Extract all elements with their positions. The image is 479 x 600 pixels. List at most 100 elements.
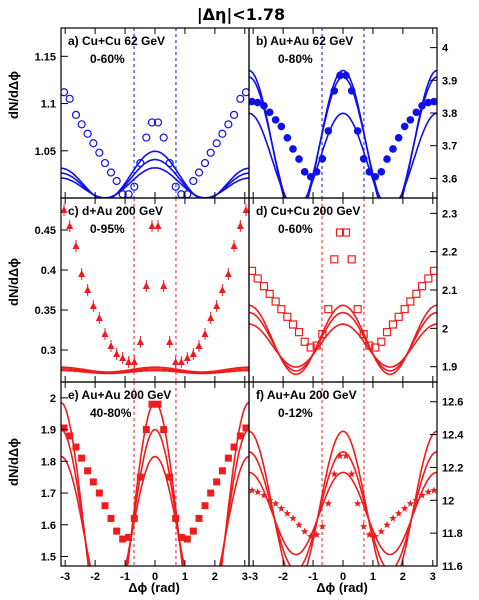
data-point (406, 499, 415, 507)
data-point (283, 509, 292, 517)
data-point (95, 489, 103, 497)
data-point (61, 88, 69, 97)
data-point (417, 282, 427, 291)
panel-plot-area (249, 198, 437, 382)
data-point (288, 320, 298, 329)
data-point (347, 470, 356, 478)
data-point (200, 158, 210, 168)
data-point (312, 530, 321, 538)
data-point (207, 314, 215, 321)
x-axis-label-left: Δϕ (rad) (128, 580, 180, 595)
y-tick-label: 2.2 (442, 247, 457, 259)
data-point (189, 176, 198, 186)
data-point (172, 358, 180, 365)
data-point (253, 98, 262, 107)
data-point (194, 168, 204, 177)
y-tick-label: 1.1 (41, 99, 56, 111)
data-point (242, 424, 249, 432)
centrality-label: 0-12% (278, 406, 313, 420)
data-point (201, 502, 209, 510)
data-point (66, 222, 74, 229)
data-point (89, 139, 98, 148)
data-point (159, 133, 168, 142)
y-tick-label: 1.15 (35, 51, 56, 63)
data-point (224, 270, 232, 277)
data-point (142, 133, 151, 142)
data-point (394, 312, 403, 321)
y-tick-label: 3.9 (442, 75, 457, 87)
y-tick-label: 3.6 (442, 173, 457, 185)
panel-b: 3.6 3.7 3.8 3.9 4 b) Au+Au 62 GeV 0-80% (248, 27, 457, 199)
data-point (365, 530, 374, 538)
data-point (283, 312, 292, 321)
panel-e: -3 -2 -1 0 1 2 3 1.5 1.6 1.7 1.8 1.9 2 e) Au+Au 200 G… (41, 381, 250, 583)
data-point (300, 337, 309, 346)
data-point (306, 343, 315, 352)
data-point (260, 102, 268, 110)
data-point (189, 527, 197, 535)
y-tick-label: 1.6 (41, 520, 56, 532)
data-point (154, 222, 162, 229)
data-point (154, 400, 162, 408)
x-tick-label: 1 (370, 571, 376, 583)
data-point (318, 522, 327, 530)
data-point (165, 158, 174, 168)
data-point (213, 302, 221, 309)
y-tick-label: 2.3 (442, 208, 457, 220)
data-point (224, 120, 233, 129)
data-point (61, 206, 68, 213)
y-tick-label: 0.35 (35, 305, 56, 317)
data-point (312, 168, 321, 176)
y-tick-label: 3.7 (442, 141, 457, 153)
data-point (71, 110, 81, 119)
data-point (389, 514, 397, 522)
data-point (265, 496, 274, 504)
data-point (277, 504, 286, 512)
data-point (89, 302, 97, 309)
x-tick-label: 3 (242, 571, 248, 583)
data-point (65, 94, 74, 103)
data-point (324, 499, 333, 507)
data-point (166, 473, 174, 481)
data-point (119, 354, 127, 361)
data-point (359, 154, 368, 163)
y-tick-label: 12 (442, 495, 454, 507)
fit-curve-2 (61, 368, 249, 374)
data-point (342, 451, 350, 460)
data-point (213, 478, 221, 486)
x-axis-label-right: Δϕ (rad) (316, 580, 368, 595)
panel-plot-area (61, 382, 249, 566)
fit-curve-3 (249, 323, 437, 368)
data-point (277, 122, 286, 131)
data-point (230, 242, 238, 249)
data-point (153, 118, 163, 127)
data-point (324, 305, 333, 314)
y-tick-label: 1.9 (41, 425, 56, 437)
x-tick-label: -2 (90, 571, 100, 583)
data-point (377, 527, 386, 535)
y-tick-label: 12.4 (442, 430, 464, 442)
data-point (394, 509, 403, 517)
x-tick-label: -3 (60, 571, 70, 583)
data-point (353, 127, 362, 135)
fit-curve-3 (249, 112, 437, 198)
data-point (77, 120, 86, 129)
data-point (336, 451, 344, 460)
centrality-label: 0-60% (90, 52, 125, 66)
data-point (177, 358, 185, 365)
data-point (89, 478, 97, 486)
data-point (249, 266, 257, 275)
y-axis-label-top: dN/dΔϕ (6, 71, 21, 119)
panel-plot-area (61, 198, 249, 382)
data-point (335, 228, 345, 237)
data-point (330, 470, 339, 478)
data-point (78, 270, 86, 277)
data-point (406, 116, 415, 124)
data-point (400, 504, 409, 512)
data-point (371, 172, 380, 181)
y-tick-label: 0.45 (35, 225, 56, 237)
data-point (382, 328, 392, 337)
data-point (142, 426, 150, 434)
y-tick-label: 4 (442, 43, 449, 55)
data-point (212, 139, 221, 148)
